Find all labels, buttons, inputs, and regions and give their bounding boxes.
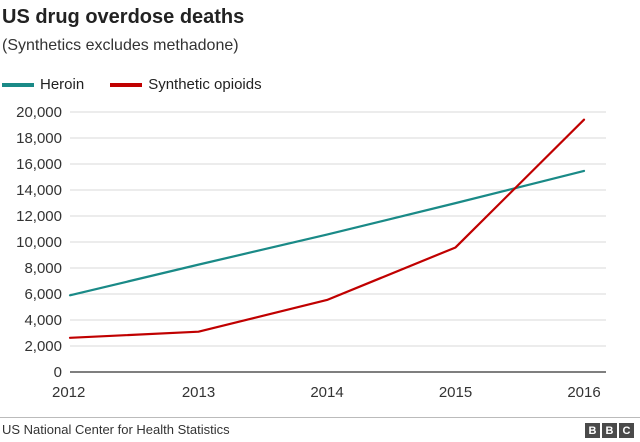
legend-item-synthetic: Synthetic opioids bbox=[110, 76, 262, 93]
bbc-logo-c: C bbox=[619, 423, 634, 438]
chart-legend: Heroin Synthetic opioids bbox=[2, 76, 288, 93]
chart-subtitle: (Synthetics excludes methadone) bbox=[2, 37, 239, 54]
y-tick-label: 8,000 bbox=[24, 260, 62, 277]
bbc-logo: B B C bbox=[583, 423, 634, 438]
series-line-synthetic-opioids bbox=[68, 118, 586, 339]
x-tick-label: 2013 bbox=[182, 384, 215, 401]
legend-item-heroin: Heroin bbox=[2, 76, 84, 93]
legend-swatch-heroin bbox=[2, 82, 34, 87]
x-axis-ticks: 2012 2013 2014 2015 2016 bbox=[52, 384, 601, 401]
legend-label-synthetic: Synthetic opioids bbox=[148, 76, 262, 93]
footer-divider bbox=[0, 417, 640, 418]
y-axis-ticks: 0 2,000 4,000 6,000 8,000 10,000 12,000 14,000 1… bbox=[16, 104, 62, 381]
y-tick-label: 0 bbox=[54, 364, 62, 381]
grid-lines bbox=[70, 111, 606, 373]
legend-swatch-synthetic bbox=[110, 82, 143, 87]
bbc-logo-b2: B bbox=[602, 423, 617, 438]
y-tick-label: 16,000 bbox=[16, 156, 62, 173]
legend-label-heroin: Heroin bbox=[40, 76, 85, 93]
x-tick-label: 2012 bbox=[52, 384, 85, 401]
series-lines bbox=[68, 118, 586, 339]
x-tick-label: 2014 bbox=[310, 384, 343, 401]
y-tick-label: 14,000 bbox=[16, 182, 62, 199]
y-tick-label: 10,000 bbox=[16, 234, 62, 251]
bbc-logo-b1: B bbox=[585, 423, 600, 438]
chart-title: US drug overdose deaths bbox=[2, 6, 245, 28]
y-tick-label: 20,000 bbox=[16, 104, 62, 121]
y-tick-label: 6,000 bbox=[24, 286, 62, 303]
y-tick-label: 4,000 bbox=[24, 312, 62, 329]
y-tick-label: 12,000 bbox=[16, 208, 62, 225]
x-tick-label: 2016 bbox=[567, 384, 600, 401]
x-tick-label: 2015 bbox=[439, 384, 472, 401]
y-tick-label: 18,000 bbox=[16, 130, 62, 147]
y-tick-label: 2,000 bbox=[24, 338, 62, 355]
source-note: US National Center for Health Statistics bbox=[2, 422, 230, 437]
